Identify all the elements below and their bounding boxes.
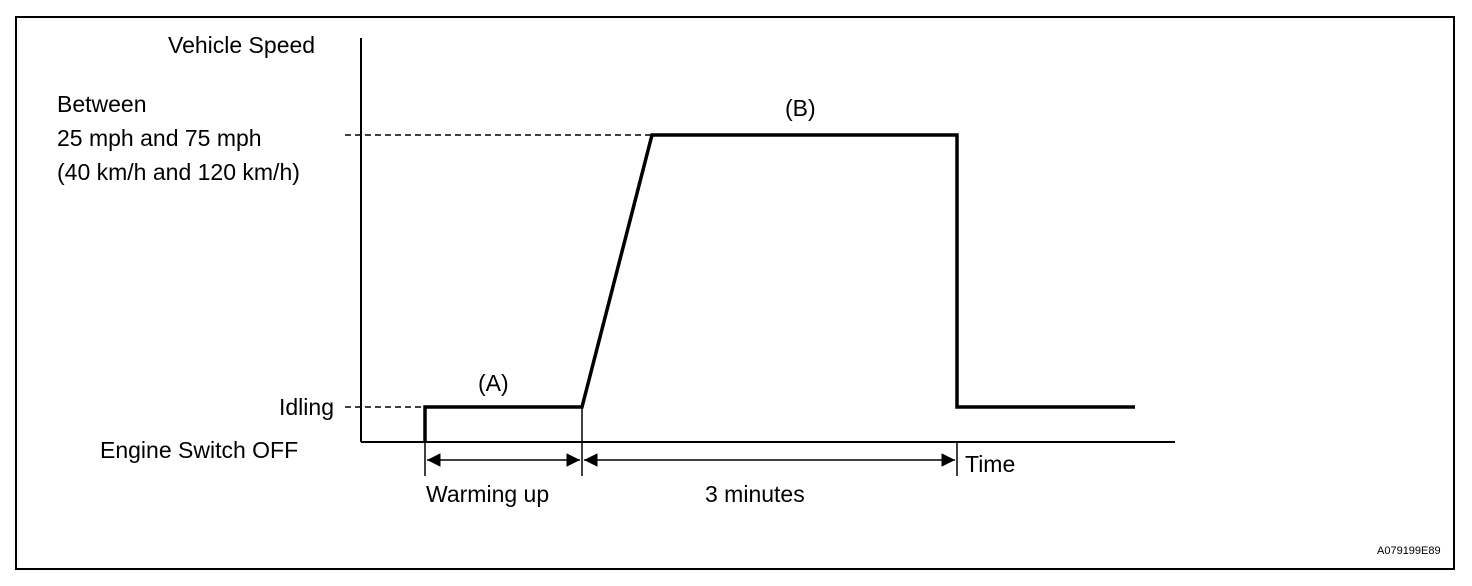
figure-code: A079199E89 [1377,545,1441,557]
idle-level-label: Idling [279,394,334,420]
warming-up-label: Warming up [426,481,550,507]
segment-a-label: (A) [478,370,509,396]
segment-b-label: (B) [785,95,816,121]
high-level-label-line2: 25 mph and 75 mph [57,125,262,151]
engine-off-label: Engine Switch OFF [100,437,299,463]
x-axis-title: Time [965,451,1016,477]
three-minutes-label: 3 minutes [705,481,805,507]
diagram-frame [15,16,1455,570]
y-axis-title: Vehicle Speed [168,32,316,58]
high-level-label-line3: (40 km/h and 120 km/h) [57,159,300,185]
speed-profile-line [423,133,1135,442]
high-level-label-line1: Between [57,91,147,117]
